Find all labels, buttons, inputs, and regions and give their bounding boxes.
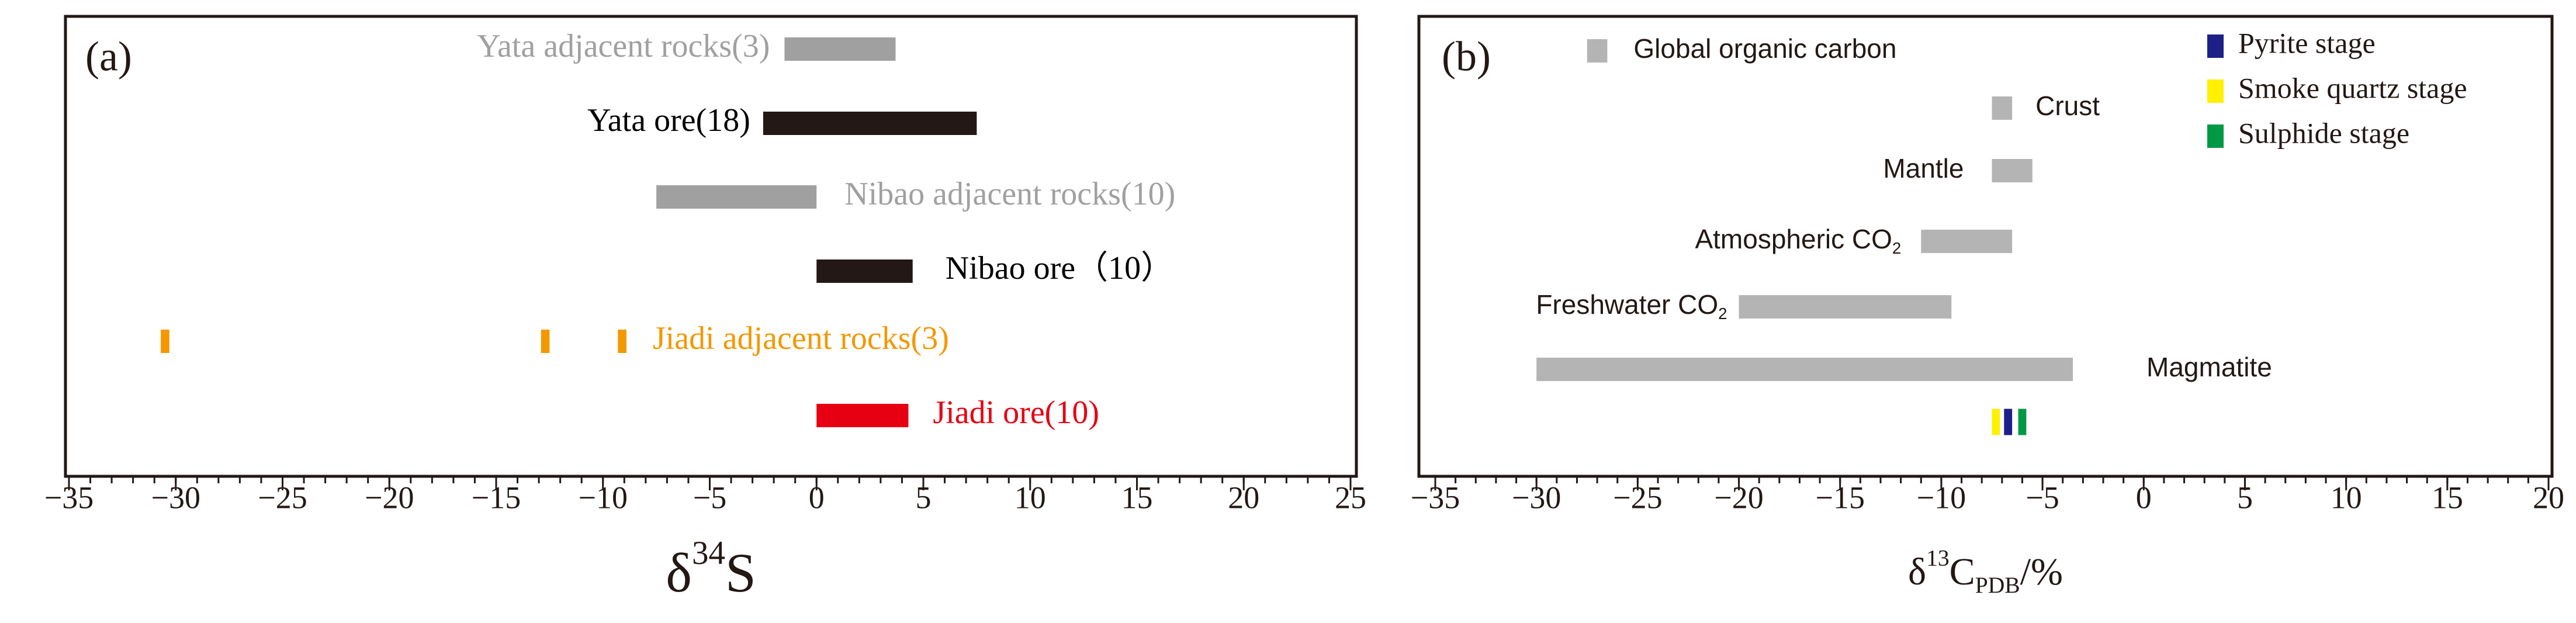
x-tick-label: 0 xyxy=(2136,480,2152,515)
range-bar xyxy=(1921,230,2013,253)
x-tick-label: −25 xyxy=(1613,480,1662,515)
row-label-part: Jiadi ore(10) xyxy=(933,394,1099,431)
x-axis-label-part: S xyxy=(725,542,756,604)
row-label-part: Yata adjacent rocks(3) xyxy=(477,28,770,64)
row-label-part: Mantle xyxy=(1883,153,1964,184)
plot-frame xyxy=(1417,15,2554,478)
plot-frame xyxy=(64,15,1358,478)
x-tick-label: −15 xyxy=(1815,480,1864,515)
x-axis-label-part: 34 xyxy=(692,535,725,572)
x-tick-label: −10 xyxy=(1917,480,1966,515)
x-tick-label: −15 xyxy=(472,480,521,515)
x-tick-label: −25 xyxy=(258,480,307,515)
row-label: Jiadi ore(10) xyxy=(933,394,1099,431)
x-tick-label: 25 xyxy=(1335,480,1366,515)
row-label: Nibao adjacent rocks(10) xyxy=(844,176,1175,212)
x-axis-label: δ34S xyxy=(666,535,756,604)
x-axis-label: δ13CPDB/% xyxy=(1908,545,2063,598)
range-bar xyxy=(816,259,913,283)
row-label-part: Freshwater CO xyxy=(1536,289,1718,320)
x-tick-label: −30 xyxy=(151,480,200,515)
x-axis-label-part: PDB xyxy=(1975,572,2020,598)
x-tick-label: 15 xyxy=(1121,480,1153,515)
legend-swatch xyxy=(2207,34,2224,58)
range-bar xyxy=(618,330,626,353)
row-label: Global organic carbon xyxy=(1633,33,1896,64)
legend-swatch xyxy=(2207,79,2224,103)
x-tick-label: −20 xyxy=(1714,480,1763,515)
range-bar xyxy=(1536,358,2073,381)
row-label-part: Yata ore(18) xyxy=(587,102,750,139)
legend-label: Smoke quartz stage xyxy=(2238,71,2467,104)
x-tick-label: 10 xyxy=(2331,480,2362,515)
row-label: Magmatite xyxy=(2146,352,2272,382)
x-tick-label: 20 xyxy=(1228,480,1259,515)
range-bar xyxy=(784,37,896,61)
x-tick-label: −30 xyxy=(1512,480,1561,515)
x-axis-label-part: /% xyxy=(2020,551,2063,593)
x-tick-label: 5 xyxy=(916,480,932,515)
row-label: Nibao ore（10） xyxy=(946,250,1173,286)
row-label: Freshwater CO2 xyxy=(1536,289,1727,323)
x-tick-label: 10 xyxy=(1015,480,1046,515)
row-label-part: Global organic carbon xyxy=(1633,33,1896,64)
stage-bar xyxy=(2018,409,2027,435)
range-bar xyxy=(1992,159,2033,182)
row-label-part: Magmatite xyxy=(2146,352,2272,382)
range-bar xyxy=(1739,295,1952,319)
range-bar xyxy=(1992,96,2013,120)
x-tick-label: 5 xyxy=(2237,480,2253,515)
row-label-part: Nibao ore（10） xyxy=(946,250,1173,286)
x-tick-label: −35 xyxy=(44,480,94,515)
range-bar xyxy=(656,185,817,209)
row-label-part: Jiadi adjacent rocks(3) xyxy=(653,320,949,357)
range-bar xyxy=(161,330,169,353)
row-label-part: 2 xyxy=(1718,304,1727,323)
row-label-part: Crust xyxy=(2035,91,2100,121)
x-tick-label: −5 xyxy=(693,480,726,515)
panel-label: (a) xyxy=(85,33,132,80)
x-axis-label-part: δ xyxy=(666,542,692,604)
x-tick-label: 20 xyxy=(2533,480,2564,515)
range-bar xyxy=(816,404,909,427)
x-axis-label-part: δ xyxy=(1908,551,1926,593)
x-axis-label-part: 13 xyxy=(1926,545,1950,571)
stage-bar xyxy=(2004,409,2013,435)
row-label: Yata ore(18) xyxy=(587,102,750,139)
row-label: Jiadi adjacent rocks(3) xyxy=(653,320,949,357)
x-tick-label: 0 xyxy=(809,480,825,515)
x-tick-label: −5 xyxy=(2026,480,2059,515)
range-bar xyxy=(541,330,550,353)
x-tick-label: −10 xyxy=(579,480,628,515)
range-bar xyxy=(1587,39,1608,63)
row-label: Atmospheric CO2 xyxy=(1695,224,1901,257)
row-label-part: Atmospheric CO xyxy=(1695,224,1892,254)
x-axis-label-part: C xyxy=(1950,551,1975,593)
x-tick-label: −20 xyxy=(365,480,414,515)
row-label-part: Nibao adjacent rocks(10) xyxy=(844,176,1175,212)
x-tick-label: −35 xyxy=(1411,480,1460,515)
stage-bar xyxy=(1992,409,2000,435)
row-label: Mantle xyxy=(1883,153,1964,184)
legend-label: Sulphide stage xyxy=(2238,116,2409,149)
row-label-part: 2 xyxy=(1892,239,1901,257)
row-label: Crust xyxy=(2035,91,2100,121)
legend-swatch xyxy=(2207,124,2224,148)
range-bar xyxy=(763,112,977,135)
row-label: Yata adjacent rocks(3) xyxy=(477,28,770,64)
legend-label: Pyrite stage xyxy=(2238,26,2376,59)
panel-label: (b) xyxy=(1442,33,1491,80)
x-tick-label: 15 xyxy=(2432,480,2463,515)
